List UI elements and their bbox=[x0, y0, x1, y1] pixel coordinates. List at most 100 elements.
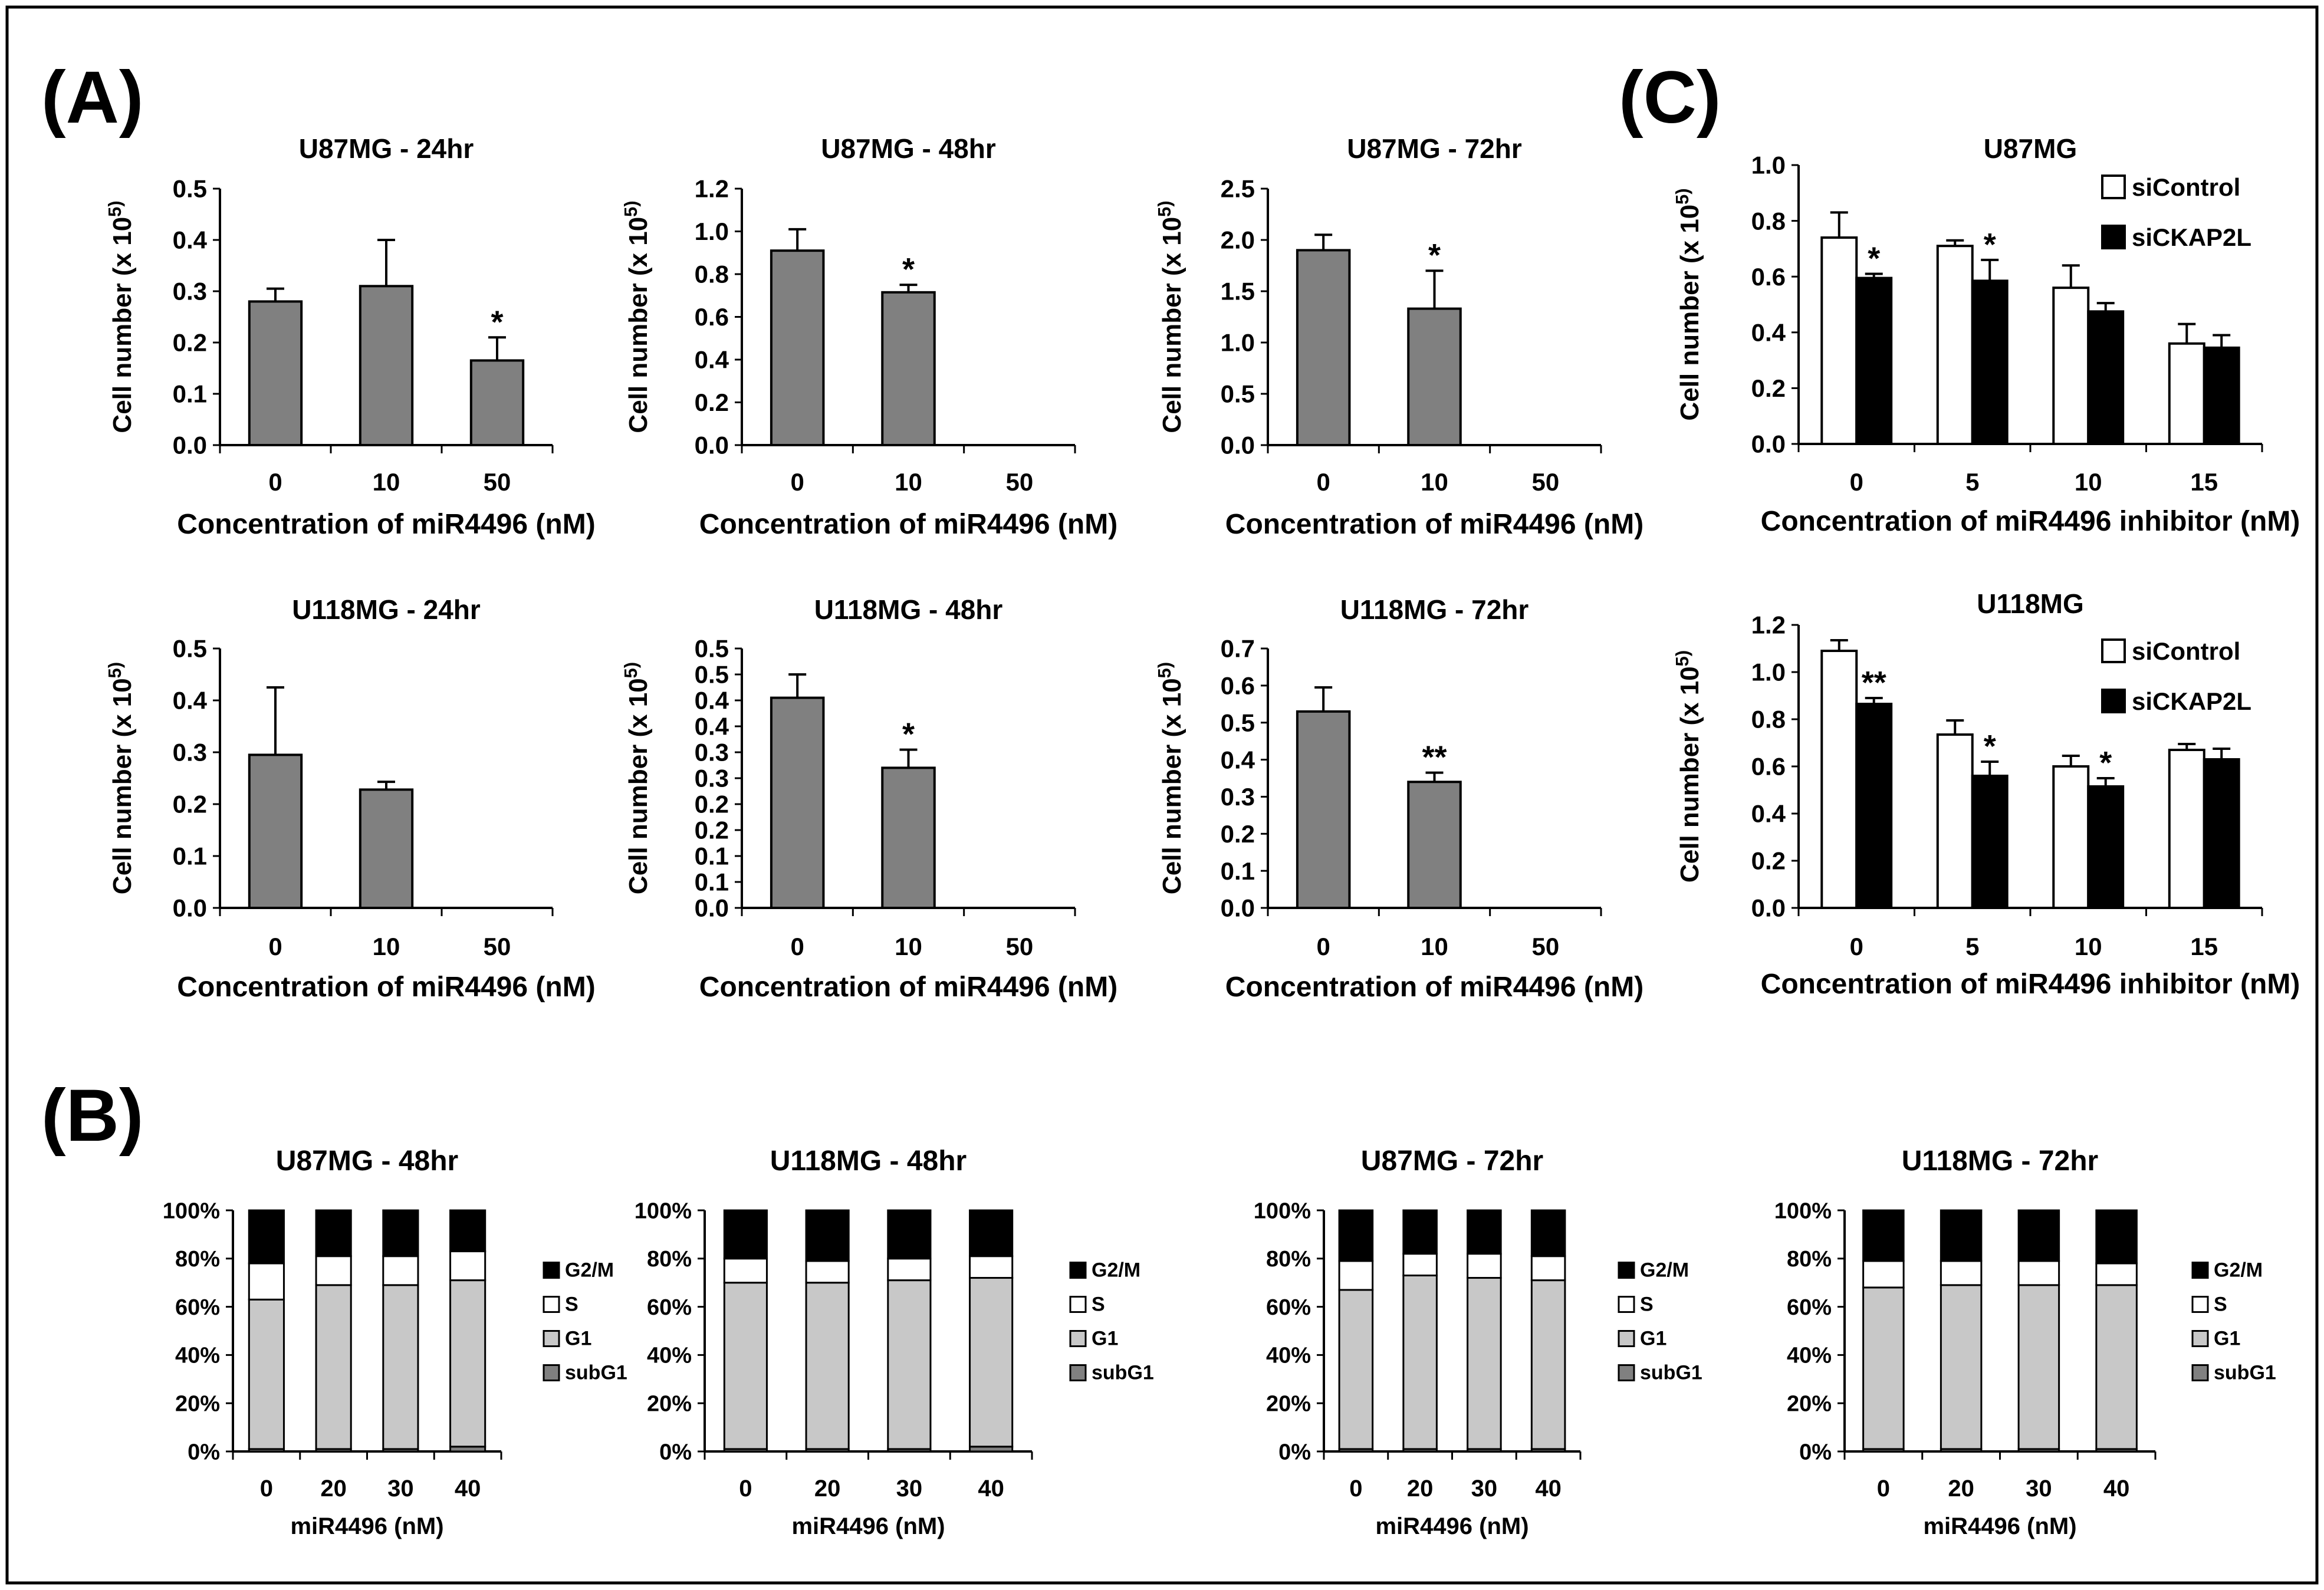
bar-sickap2l bbox=[2203, 758, 2240, 909]
y-tick-label: 40% bbox=[1787, 1344, 1832, 1368]
x-tick-label: 10 bbox=[1421, 933, 1448, 960]
x-tick-label: 30 bbox=[896, 1476, 923, 1502]
bar bbox=[248, 300, 303, 446]
stacked-segment bbox=[2095, 1262, 2138, 1286]
y-tick-label: 1.2 bbox=[695, 175, 729, 203]
y-tick-label: 2.5 bbox=[1221, 175, 1255, 203]
ylabel-superscript: 5) bbox=[1154, 662, 1175, 678]
x-tick-label: 50 bbox=[1531, 468, 1559, 496]
y-tick-label: 40% bbox=[175, 1344, 220, 1368]
y-tick-label: 0.4 bbox=[173, 226, 208, 254]
y-tick-label: 0.3 bbox=[1221, 783, 1255, 811]
y-axis-label: Cell number (x 105) bbox=[104, 200, 137, 433]
y-axis-label: Cell number (x 105) bbox=[1672, 188, 1705, 420]
y-tick-label: 80% bbox=[175, 1247, 220, 1272]
x-axis-label: Concentration of miR4496 (nM) bbox=[699, 509, 1117, 540]
y-tick-label: 0.5 bbox=[1221, 380, 1255, 408]
stacked-segment bbox=[723, 1209, 768, 1260]
legend-label: S bbox=[565, 1293, 578, 1316]
y-tick-label: 0.2 bbox=[695, 791, 729, 818]
x-tick-label: 40 bbox=[1535, 1476, 1562, 1502]
x-tick-label: 20 bbox=[1948, 1476, 1974, 1502]
chart-title: U87MG - 48hr bbox=[821, 133, 996, 164]
y-tick-label: 60% bbox=[647, 1295, 692, 1320]
stacked-segment bbox=[1862, 1286, 1905, 1450]
y-tick-label: 0.6 bbox=[1221, 672, 1255, 700]
legend-label: G2/M bbox=[2214, 1259, 2263, 1282]
bar-sickap2l bbox=[2087, 785, 2125, 909]
y-tick-label: 0.6 bbox=[1751, 263, 1786, 291]
significance-marker: ** bbox=[1862, 665, 1886, 700]
legend-swatch bbox=[543, 1296, 560, 1314]
stacked-segment bbox=[382, 1209, 419, 1257]
y-tick-label: 0.8 bbox=[695, 261, 729, 288]
chart-c1: U87MG 0.0 0.2 0.4 0.6 0.8 1.0 0 5 10 15 Concentrati… bbox=[1672, 133, 2300, 537]
y-tick-label: 0.2 bbox=[1221, 820, 1255, 848]
bar bbox=[1407, 307, 1462, 447]
stacked-segment bbox=[1467, 1277, 1502, 1450]
stacked-segment bbox=[1862, 1209, 1905, 1262]
y-tick-label: 60% bbox=[1787, 1295, 1832, 1320]
y-tick-label: 0.1 bbox=[695, 868, 729, 896]
significance-marker: * bbox=[1868, 241, 1880, 276]
legend-swatch bbox=[2101, 638, 2126, 663]
y-tick-label: 60% bbox=[175, 1295, 220, 1320]
y-tick-label: 80% bbox=[1266, 1247, 1311, 1272]
legend-swatch bbox=[543, 1330, 560, 1348]
bar-sickap2l bbox=[1855, 703, 1893, 909]
y-axis-label: Cell number (x 105) bbox=[1154, 662, 1187, 894]
legend-swatch bbox=[543, 1262, 560, 1279]
y-tick-label: 0.2 bbox=[1751, 847, 1786, 875]
x-tick-label: 50 bbox=[1005, 933, 1033, 960]
y-tick-label: 0.0 bbox=[1221, 432, 1255, 459]
x-axis-label: miR4496 (nM) bbox=[791, 1513, 945, 1539]
y-tick-label: 0% bbox=[188, 1440, 220, 1464]
bar bbox=[359, 285, 414, 446]
legend-swatch bbox=[1069, 1330, 1087, 1348]
stacked-segment bbox=[805, 1260, 850, 1284]
stacked-segment bbox=[1402, 1209, 1438, 1255]
legend-label: G1 bbox=[1092, 1328, 1118, 1350]
legend-label: G2/M bbox=[565, 1259, 614, 1282]
legend-label: S bbox=[1092, 1293, 1105, 1316]
x-tick-label: 10 bbox=[373, 933, 400, 960]
legend-swatch bbox=[2101, 225, 2126, 249]
chart-title: U87MG bbox=[1984, 133, 2077, 164]
ylabel-superscript: 5) bbox=[104, 200, 125, 216]
chart-b1: U87MG - 48hr 0% 20% 40% 60% 80% 100% 0 20 30 40 miR… bbox=[163, 1145, 627, 1539]
y-tick-label: 0.0 bbox=[695, 894, 729, 922]
y-tick-label: 1.0 bbox=[695, 218, 729, 245]
x-tick-label: 30 bbox=[387, 1476, 414, 1502]
y-tick-label: 40% bbox=[647, 1344, 692, 1368]
y-axis-label: Cell number (x 105) bbox=[1672, 650, 1705, 883]
x-axis-label: Concentration of miR4496 (nM) bbox=[177, 509, 595, 540]
y-tick-label: 0.8 bbox=[1751, 207, 1786, 235]
stacked-segment bbox=[969, 1255, 1014, 1279]
legend-swatch bbox=[2191, 1296, 2209, 1314]
y-tick-label: 100% bbox=[635, 1199, 692, 1223]
x-tick-label: 10 bbox=[895, 933, 922, 960]
y-tick-label: 1.0 bbox=[1221, 329, 1255, 357]
y-axis-label: Cell number (x 105) bbox=[1154, 200, 1187, 433]
stacked-segment bbox=[887, 1257, 932, 1282]
stacked-segment bbox=[969, 1209, 1014, 1257]
x-tick-label: 0 bbox=[790, 933, 804, 960]
y-tick-label: 20% bbox=[175, 1392, 220, 1417]
x-axis-label: Concentration of miR4496 (nM) bbox=[1225, 509, 1643, 540]
bar bbox=[770, 249, 825, 446]
y-tick-label: 0.2 bbox=[1751, 374, 1786, 402]
stacked-segment bbox=[1338, 1209, 1374, 1262]
legend-label: G2/M bbox=[1640, 1259, 1689, 1282]
y-tick-label: 0.2 bbox=[695, 389, 729, 416]
y-tick-label: 0.6 bbox=[1751, 753, 1786, 781]
y-tick-label: 0.1 bbox=[173, 842, 207, 870]
x-axis-label: miR4496 (nM) bbox=[290, 1513, 443, 1539]
chart-b3: U87MG - 72hr 0% 20% 40% 60% 80% 100% 0 20 30 40 miR… bbox=[1254, 1145, 1702, 1539]
bar bbox=[881, 291, 936, 446]
x-tick-label: 0 bbox=[1850, 468, 1863, 496]
legend-swatch bbox=[1069, 1364, 1087, 1382]
chart-a1: U87MG - 24hr 0.0 0.1 0.2 0.3 0.4 0.5 0 10 50 Conce… bbox=[104, 133, 596, 540]
chart-a2: U87MG - 48hr 0.0 0.2 0.4 0.6 0.8 1.0 1.2 0 10 50 Co… bbox=[620, 133, 1118, 540]
y-tick-label: 0.2 bbox=[695, 817, 729, 844]
x-tick-label: 0 bbox=[268, 933, 282, 960]
